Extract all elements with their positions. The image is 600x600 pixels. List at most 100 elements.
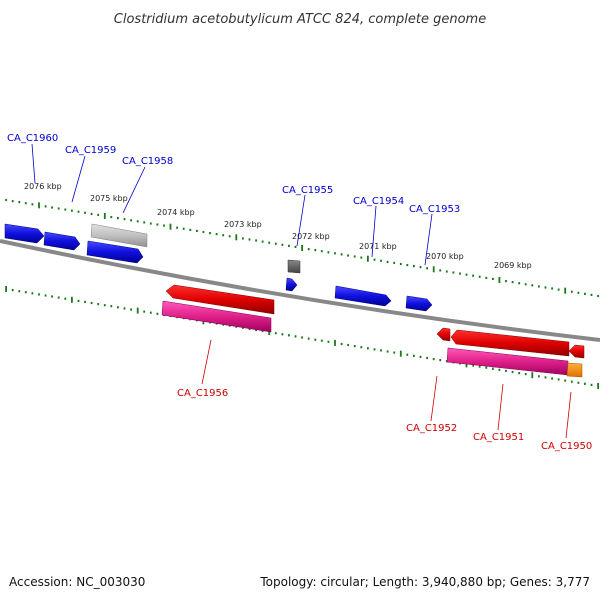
gene-arrow-ca-c1951[interactable]	[450, 329, 570, 357]
upper-minor-tick	[320, 250, 323, 253]
gene-label-ca-c1950[interactable]: CA_C1950	[541, 441, 592, 452]
gene-label-ca-c1956[interactable]: CA_C1956	[177, 388, 228, 399]
lower-minor-tick	[31, 292, 34, 295]
upper-minor-tick	[472, 274, 474, 277]
lower-minor-tick	[478, 365, 481, 368]
lower-minor-tick	[413, 354, 415, 357]
lower-minor-tick	[11, 289, 14, 292]
upper-minor-tick	[393, 261, 396, 264]
upper-minor-tick	[353, 255, 356, 258]
rna-bar-ca-c1956[interactable]	[161, 300, 272, 333]
gene-label-ca-c1955[interactable]: CA_C1955	[282, 185, 333, 196]
gene-arrow-ca-c1959[interactable]	[43, 231, 81, 251]
lower-minor-tick	[64, 297, 67, 300]
upper-minor-tick	[492, 277, 494, 280]
lower-major-tick	[136, 307, 139, 314]
upper-minor-tick	[77, 210, 80, 213]
upper-minor-tick	[130, 219, 132, 222]
upper-minor-tick	[531, 284, 534, 287]
upper-minor-tick	[222, 234, 225, 237]
lower-major-tick	[268, 329, 271, 336]
leader-line-ca-c1958	[122, 166, 146, 214]
lower-minor-tick	[274, 332, 277, 335]
gene-arrow-ca-c1954[interactable]	[334, 285, 392, 307]
gene-label-ca-c1958[interactable]: CA_C1958	[122, 156, 173, 167]
topology-text: Topology: circular; Length: 3,940,880 bp…	[259, 575, 590, 589]
upper-minor-tick	[386, 260, 389, 263]
upper-minor-tick	[242, 237, 244, 240]
upper-minor-tick	[189, 228, 192, 231]
orange-feature-ca-c1950[interactable]	[566, 362, 583, 378]
lower-major-tick	[399, 350, 402, 357]
upper-minor-tick	[426, 267, 428, 270]
upper-minor-tick	[570, 290, 573, 293]
lower-minor-tick	[143, 310, 146, 313]
lower-minor-tick	[518, 372, 521, 375]
upper-minor-tick	[518, 282, 521, 285]
upper-minor-tick	[149, 222, 152, 225]
gene-block-ca-c1955[interactable]	[287, 259, 301, 274]
lower-minor-tick	[44, 294, 47, 297]
gene-label-ca-c1951[interactable]: CA_C1951	[473, 432, 524, 443]
upper-minor-tick	[419, 266, 422, 269]
upper-minor-tick	[156, 223, 159, 226]
upper-minor-tick	[439, 269, 442, 272]
lower-minor-tick	[353, 345, 356, 348]
lower-minor-tick	[149, 311, 152, 314]
gene-label-ca-c1953[interactable]: CA_C1953	[409, 204, 460, 215]
lower-minor-tick	[51, 295, 53, 298]
upper-minor-tick	[538, 285, 540, 288]
lower-minor-tick	[77, 299, 80, 302]
lower-minor-tick	[294, 335, 297, 338]
lower-minor-tick	[38, 293, 40, 296]
upper-minor-tick	[459, 272, 461, 275]
lower-minor-tick	[314, 338, 317, 341]
lower-minor-tick	[117, 306, 119, 309]
lower-minor-tick	[445, 360, 448, 363]
gene-arrow-ca-c1956[interactable]	[165, 284, 275, 315]
upper-minor-tick	[551, 287, 553, 290]
gene-label-ca-c1960[interactable]: CA_C1960	[7, 133, 58, 144]
lower-minor-tick	[544, 376, 547, 379]
gene-arrow-ca-c1950[interactable]	[568, 344, 585, 359]
lower-minor-tick	[248, 327, 251, 330]
pseudo-gene-ca-c1958[interactable]	[90, 223, 148, 248]
upper-tick-row	[5, 198, 599, 298]
upper-minor-tick	[294, 245, 297, 248]
leader-line-ca-c1950	[565, 391, 572, 439]
lower-minor-tick	[84, 300, 86, 303]
gene-arrow-ca-c1953[interactable]	[405, 295, 433, 312]
lower-major-tick	[531, 372, 534, 379]
lower-minor-tick	[103, 304, 106, 307]
upper-minor-tick	[360, 256, 363, 259]
lower-minor-tick	[439, 359, 442, 362]
lower-minor-tick	[538, 375, 540, 378]
upper-minor-tick	[31, 203, 34, 206]
upper-major-tick	[169, 223, 172, 230]
gene-label-ca-c1954[interactable]: CA_C1954	[353, 196, 404, 207]
lower-minor-tick	[485, 366, 488, 369]
gene-label-ca-c1952[interactable]: CA_C1952	[406, 423, 457, 434]
lower-major-tick	[334, 339, 336, 346]
upper-minor-tick	[136, 220, 139, 223]
lower-minor-tick	[347, 343, 349, 347]
gene-arrow-ca-c1960[interactable]	[4, 223, 45, 244]
upper-minor-tick	[44, 205, 47, 208]
gene-arrow-ca-c1957[interactable]	[86, 240, 144, 264]
map-title: Clostridium acetobutylicum ATCC 824, com…	[114, 12, 486, 27]
upper-minor-tick	[176, 226, 178, 229]
upper-major-tick	[235, 234, 238, 241]
lower-minor-tick	[426, 356, 428, 360]
lower-minor-tick	[367, 347, 369, 350]
upper-minor-tick	[51, 206, 53, 209]
upper-minor-tick	[413, 265, 415, 268]
gene-arrow-ca-c1952[interactable]	[436, 327, 451, 342]
scale-label-2070: 2070 kbp	[426, 252, 464, 261]
gene-label-ca-c1959[interactable]: CA_C1959	[65, 145, 116, 156]
upper-major-tick	[301, 245, 303, 251]
upper-major-tick	[498, 277, 501, 283]
upper-minor-tick	[327, 251, 330, 254]
upper-minor-tick	[261, 240, 264, 243]
lower-minor-tick	[281, 333, 284, 336]
gene-arrow-small-blue[interactable]	[285, 277, 298, 292]
